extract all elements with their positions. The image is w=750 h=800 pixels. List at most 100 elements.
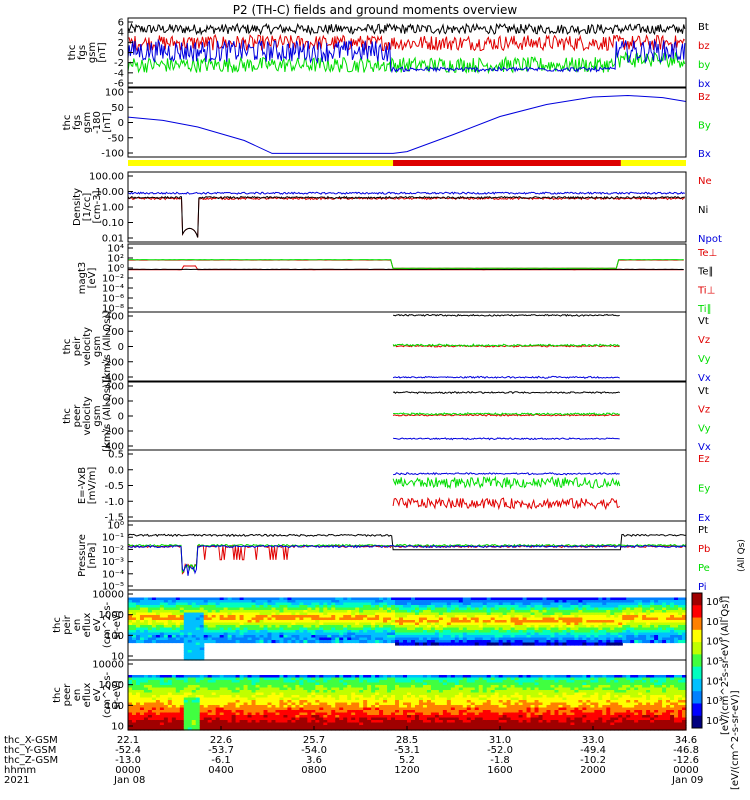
spectrogram-cell xyxy=(195,702,201,706)
spectrogram-cell xyxy=(630,637,635,641)
spectrogram-cell xyxy=(554,640,560,644)
spectrogram-cell xyxy=(331,685,336,689)
spectrogram-cell xyxy=(403,707,408,711)
spectrogram-cell xyxy=(247,680,253,684)
spectrogram-cell xyxy=(602,610,607,614)
spectrogram-cell xyxy=(299,710,304,714)
spectrogram-cell xyxy=(458,637,464,641)
spectrogram-cell xyxy=(167,680,173,684)
spectrogram-cell xyxy=(399,680,404,684)
spectrogram-cell xyxy=(574,627,579,631)
spectrogram-cell xyxy=(474,602,480,606)
spectrogram-cell xyxy=(391,720,396,724)
spectrogram-cell xyxy=(470,690,476,694)
spectrogram-cell xyxy=(295,695,300,699)
spectrogram-cell xyxy=(231,702,237,706)
spectrogram-cell xyxy=(395,605,400,609)
spectrogram-cell xyxy=(235,630,241,634)
spectrogram-cell xyxy=(303,712,308,716)
spectrogram-cell xyxy=(183,635,189,639)
spectrogram-cell xyxy=(303,617,308,621)
spectrogram-cell xyxy=(151,677,157,681)
spectrogram-cell xyxy=(335,675,340,679)
spectrogram-cell xyxy=(482,702,488,706)
spectrogram-cell xyxy=(319,695,324,699)
spectrogram-cell xyxy=(343,620,348,624)
spectrogram-cell xyxy=(518,705,524,709)
spectrogram-cell xyxy=(442,675,448,679)
spectrogram-cell xyxy=(510,605,516,609)
spectrogram-cell xyxy=(231,630,237,634)
spectrogram-cell xyxy=(255,627,261,631)
spectrogram-cell xyxy=(610,607,615,611)
spectrogram-cell xyxy=(474,685,480,689)
spectrogram-cell xyxy=(422,610,428,614)
spectrogram-cell xyxy=(430,597,436,601)
temp-ytick-label: 10⁻⁸ xyxy=(102,304,124,315)
spectrogram-cell xyxy=(379,697,384,701)
spectrogram-cell xyxy=(271,630,277,634)
spectrogram-cell xyxy=(303,702,308,706)
spectrogram-cell xyxy=(510,702,516,706)
spectrogram-cell xyxy=(195,687,201,691)
spectrogram-cell xyxy=(128,602,133,606)
spectrogram-cell xyxy=(339,710,344,714)
spectrogram-cell xyxy=(211,700,217,704)
spectrogram-cell xyxy=(351,715,356,719)
spectrogram-cell xyxy=(243,677,249,681)
spectrogram-cell xyxy=(498,607,504,611)
spectrogram-cell xyxy=(498,605,504,609)
spectrogram-cell xyxy=(682,607,687,611)
spectrogram-cell xyxy=(215,680,221,684)
spectrogram-cell xyxy=(163,692,169,696)
spectrogram-cell xyxy=(283,610,289,614)
spectrogram-cell xyxy=(187,630,193,634)
spectrogram-cell xyxy=(235,617,241,621)
spectrogram-cell xyxy=(574,637,579,641)
spectrogram-cell xyxy=(403,697,408,701)
spectrogram-cell xyxy=(418,727,424,731)
spectrogram-cell xyxy=(263,632,269,636)
spectrogram-cell xyxy=(550,632,556,636)
spectrogram-cell xyxy=(422,642,428,646)
spectrogram-cell xyxy=(546,615,552,619)
spectrogram-cell xyxy=(359,712,364,716)
spectrogram-cell xyxy=(666,630,671,634)
spectrogram-cell xyxy=(255,680,261,684)
spectrogram-cell xyxy=(303,605,308,609)
spectrogram-cell xyxy=(614,600,619,604)
spectrogram-cell xyxy=(630,620,635,624)
spectrogram-cell xyxy=(219,727,225,731)
spectrogram-cell xyxy=(247,697,253,701)
spectrogram-cell xyxy=(191,632,197,636)
spectrogram-cell xyxy=(247,635,253,639)
spectrogram-cell xyxy=(263,695,269,699)
spectrogram-cell xyxy=(199,700,205,704)
spectrogram-cell xyxy=(474,640,480,644)
spectrogram-cell xyxy=(131,602,137,606)
spectrogram-cell xyxy=(215,602,221,606)
spectrogram-cell xyxy=(542,642,548,646)
spectrogram-cell xyxy=(414,597,420,601)
spectrogram-cell xyxy=(403,710,408,714)
spectrogram-cell xyxy=(239,605,245,609)
spectrogram-cell xyxy=(371,682,376,686)
spectrogram-cell xyxy=(179,615,185,619)
fgs_m180-legend-By: By xyxy=(698,121,711,132)
spectrogram-cell xyxy=(562,612,568,616)
spectrogram-cell xyxy=(235,700,241,704)
spectrogram-cell xyxy=(474,707,480,711)
spectrogram-cell xyxy=(163,620,169,624)
spectrogram-cell xyxy=(139,692,145,696)
spectrogram-cell xyxy=(279,707,285,711)
spectrogram-cell xyxy=(207,700,213,704)
spectrogram-cell xyxy=(139,610,145,614)
spectrogram-cell xyxy=(235,627,241,631)
temp-ytick-label: 10⁴ xyxy=(107,244,124,255)
spectrogram-cell xyxy=(191,705,197,709)
spectrogram-cell xyxy=(355,612,360,616)
spectrogram-cell xyxy=(187,655,193,659)
spectrogram-cell xyxy=(207,600,213,604)
spectrogram-cell xyxy=(299,727,304,731)
spectrogram-cell xyxy=(319,627,324,631)
